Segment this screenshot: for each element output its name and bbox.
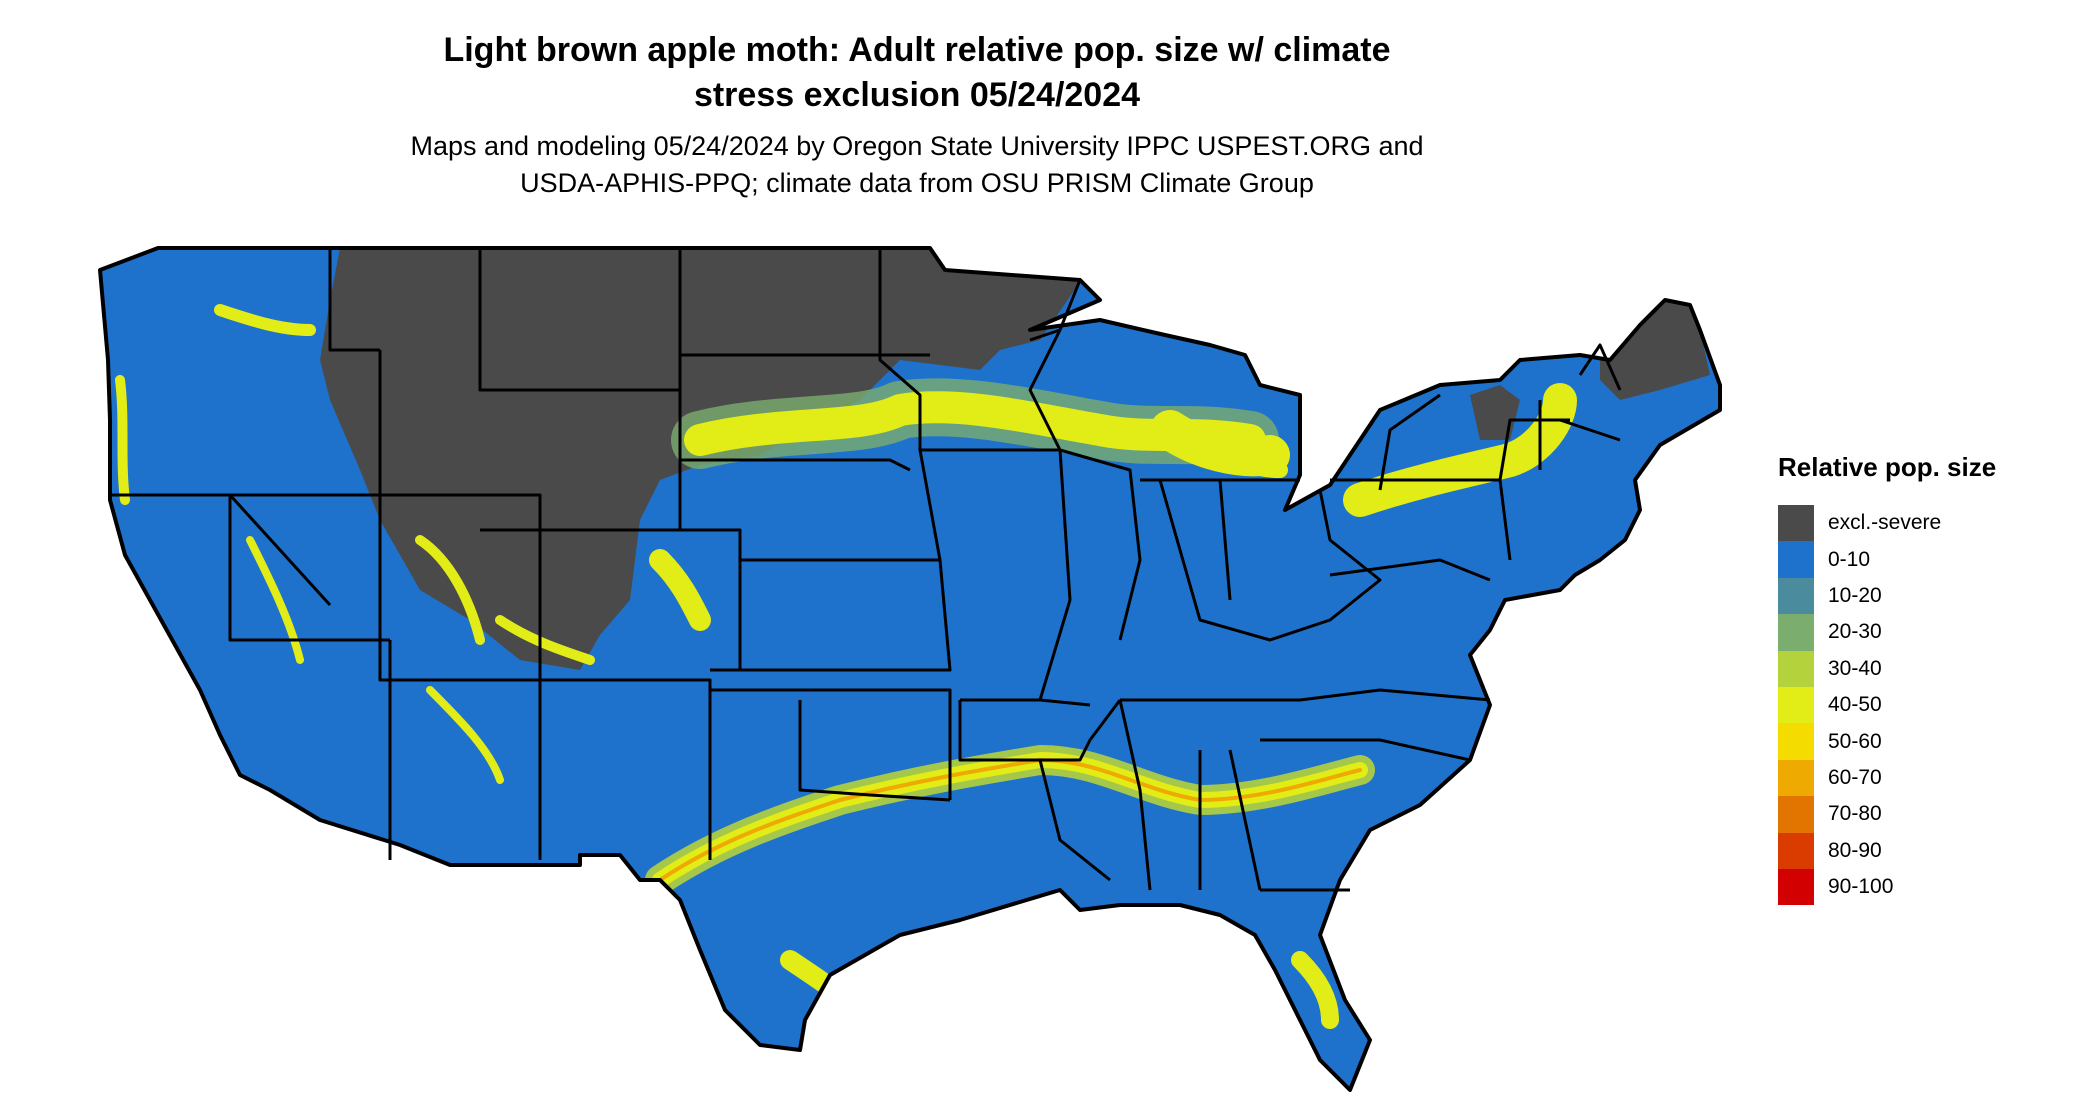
legend-item: excl.-severe (1778, 505, 1996, 542)
legend-item: 80-90 (1778, 832, 1996, 869)
legend-swatch (1778, 723, 1814, 760)
legend-swatch (1778, 650, 1814, 687)
legend-label: 20-30 (1828, 620, 1882, 644)
legend-item: 40-50 (1778, 686, 1996, 724)
legend-label: 30-40 (1828, 656, 1882, 680)
subtitle-line-2: USDA-APHIS-PPQ; climate data from OSU PR… (520, 168, 1314, 198)
legend-swatch (1778, 759, 1814, 797)
pop-size-raster (100, 248, 1720, 1090)
legend-label: excl.-severe (1828, 511, 1942, 535)
legend-item: 20-30 (1778, 614, 1996, 651)
legend-swatch (1778, 686, 1814, 724)
legend-label: 10-20 (1828, 583, 1882, 607)
legend-item: 30-40 (1778, 650, 1996, 687)
legend-item: 50-60 (1778, 723, 1996, 760)
legend-swatch (1778, 577, 1814, 615)
legend-swatch (1778, 541, 1814, 578)
legend-label: 80-90 (1828, 838, 1882, 862)
legend-item: 60-70 (1778, 759, 1996, 797)
legend-swatch (1778, 614, 1814, 651)
legend-item: 70-80 (1778, 796, 1996, 833)
legend-swatch (1778, 796, 1814, 833)
state-boundaries (108, 248, 1622, 892)
legend-swatch (1778, 868, 1814, 906)
legend-label: 90-100 (1828, 875, 1894, 899)
legend-swatch (1778, 832, 1814, 869)
suitability-bands (115, 304, 1577, 1030)
legend-label: 60-70 (1828, 765, 1882, 789)
legend: Relative pop. size excl.-severe 0-10 10-… (1778, 452, 1997, 906)
map-title: Light brown apple moth: Adult relative p… (0, 28, 1834, 118)
subtitle-line-1: Maps and modeling 05/24/2024 by Oregon S… (410, 131, 1424, 161)
legend-item: 90-100 (1778, 868, 1996, 906)
us-map (98, 246, 1722, 1092)
legend-label: 50-60 (1828, 729, 1882, 753)
legend-title: Relative pop. size (1778, 452, 1997, 482)
legend-label: 40-50 (1828, 693, 1882, 717)
legend-label: 70-80 (1828, 802, 1882, 826)
title-line-2: stress exclusion 05/24/2024 (693, 76, 1141, 114)
map-subtitle: Maps and modeling 05/24/2024 by Oregon S… (0, 128, 1834, 202)
title-line-1: Light brown apple moth: Adult relative p… (443, 31, 1391, 69)
legend-swatch (1778, 505, 1814, 542)
legend-item: 0-10 (1778, 541, 1996, 578)
legend-label: 0-10 (1828, 547, 1871, 571)
legend-item: 10-20 (1778, 577, 1996, 615)
